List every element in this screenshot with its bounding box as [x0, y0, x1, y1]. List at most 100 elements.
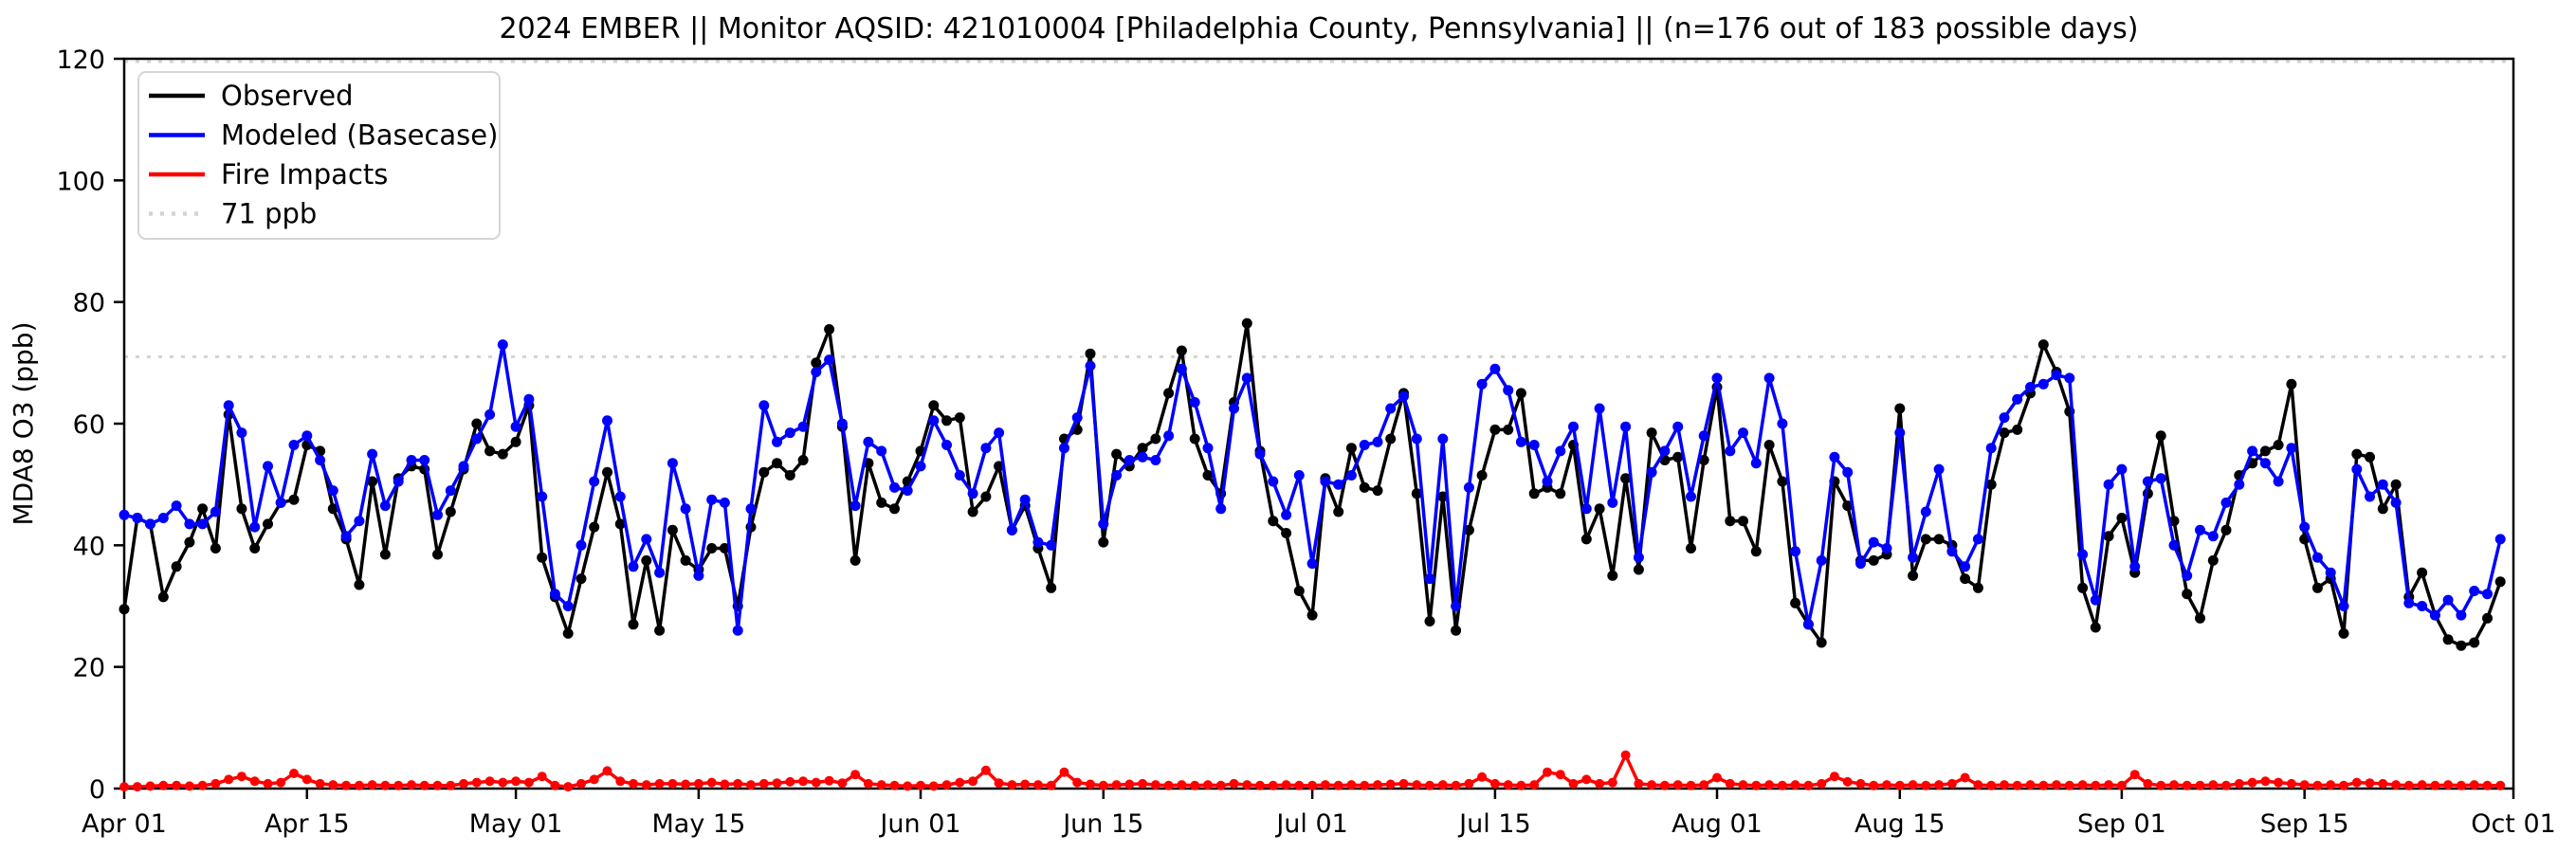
series-modeled-basecase-marker — [497, 339, 508, 351]
series-observed-marker — [432, 549, 443, 560]
x-tick-label: Sep 01 — [2077, 809, 2166, 839]
series-modeled-basecase-marker — [445, 485, 456, 497]
series-observed-marker — [1189, 433, 1200, 445]
series-observed-marker — [367, 476, 378, 487]
series-modeled-basecase-marker — [1672, 421, 1684, 432]
y-tick-label: 60 — [73, 410, 105, 440]
series-fire-impacts-marker — [589, 774, 599, 785]
series-modeled-basecase-marker — [745, 503, 757, 515]
series-modeled-basecase-marker — [1137, 451, 1148, 463]
series-observed-marker — [327, 503, 338, 515]
series-modeled-basecase-marker — [1555, 445, 1566, 457]
series-fire-impacts-marker — [876, 780, 886, 790]
series-modeled-basecase-marker — [1098, 518, 1109, 530]
series-modeled-basecase-marker — [1320, 476, 1331, 487]
series-modeled-basecase-marker — [1411, 433, 1422, 445]
series-observed-marker — [2207, 554, 2219, 566]
series-fire-impacts-marker — [1751, 780, 1762, 790]
series-fire-impacts-marker — [2443, 780, 2454, 790]
series-fire-impacts-marker — [733, 778, 743, 789]
series-observed-marker — [1816, 637, 1827, 648]
series-modeled-basecase-marker — [2195, 524, 2205, 535]
series-fire-impacts-marker — [224, 774, 234, 785]
series-modeled-basecase-marker — [1189, 397, 1200, 408]
series-modeled-basecase-marker — [1985, 443, 1997, 454]
series-fire-impacts-marker — [928, 781, 939, 791]
series-modeled-basecase-marker — [2116, 463, 2128, 475]
series-modeled-basecase-marker — [1738, 427, 1748, 439]
series-fire-impacts-marker — [1568, 778, 1579, 789]
series-modeled-basecase-marker — [1398, 390, 1409, 402]
series-fire-impacts-marker — [1124, 779, 1135, 789]
series-fire-impacts-marker — [1790, 780, 1800, 790]
series-observed-marker — [484, 445, 496, 457]
series-fire-impacts-marker — [837, 778, 848, 789]
series-modeled-basecase-marker — [1385, 403, 1397, 414]
series-modeled-basecase-marker — [641, 534, 652, 545]
series-observed-marker — [954, 412, 965, 424]
series-observed-marker — [236, 503, 247, 515]
series-fire-impacts-marker — [197, 780, 208, 790]
series-observed-marker — [706, 543, 718, 554]
series-modeled-basecase-marker — [980, 443, 992, 454]
series-modeled-basecase-marker — [484, 408, 496, 420]
series-fire-impacts-marker — [1190, 780, 1200, 790]
series-observed-marker — [1333, 506, 1344, 517]
series-fire-impacts-marker — [1699, 780, 1709, 790]
series-modeled-basecase-marker — [1515, 436, 1526, 447]
series-modeled-basecase-marker — [1503, 385, 1514, 396]
series-fire-impacts-marker — [2169, 780, 2179, 790]
series-fire-impacts-marker — [289, 769, 299, 778]
series-fire-impacts-marker — [2064, 780, 2074, 790]
series-fire-impacts-marker — [2312, 780, 2323, 790]
series-fire-impacts-marker — [941, 780, 952, 790]
series-fire-impacts-marker — [772, 778, 782, 789]
series-observed-marker — [1999, 427, 2010, 439]
series-modeled-basecase-marker — [1542, 476, 1553, 487]
series-fire-impacts-marker — [1307, 780, 1318, 790]
series-fire-impacts-marker — [2274, 777, 2284, 788]
series-observed-marker — [1528, 488, 1540, 499]
series-fire-impacts-marker — [511, 776, 521, 787]
series-modeled-basecase-marker — [1868, 536, 1879, 548]
series-fire-impacts-marker — [419, 780, 429, 790]
series-observed-marker — [1306, 609, 1318, 621]
x-tick-label: May 15 — [652, 809, 746, 839]
series-fire-impacts-marker — [2234, 778, 2244, 789]
series-fire-impacts-marker — [1242, 780, 1252, 790]
series-modeled-basecase-marker — [1763, 372, 1775, 384]
series-fire-impacts-marker — [1672, 780, 1683, 790]
x-tick-label: Apr 15 — [265, 809, 350, 839]
series-modeled-basecase-marker — [928, 415, 940, 426]
series-modeled-basecase-marker — [406, 455, 417, 465]
series-modeled-basecase-marker — [2220, 497, 2232, 508]
series-fire-impacts-marker — [210, 778, 221, 789]
series-modeled-basecase-marker — [758, 400, 770, 411]
series-modeled-basecase-marker — [1359, 440, 1370, 450]
series-observed-marker — [850, 554, 861, 566]
series-observed-marker — [1515, 388, 1526, 399]
series-observed-marker — [1842, 500, 1854, 512]
series-fire-impacts-marker — [1634, 778, 1644, 789]
series-modeled-basecase-marker — [2037, 378, 2049, 390]
series-fire-impacts-marker — [1777, 780, 1787, 790]
series-fire-impacts-marker — [681, 779, 691, 789]
series-observed-marker — [1725, 516, 1736, 527]
series-fire-impacts-marker — [1464, 778, 1474, 789]
series-fire-impacts-marker — [1150, 780, 1160, 790]
series-fire-impacts-marker — [1098, 780, 1108, 790]
series-modeled-basecase-marker — [562, 601, 574, 611]
series-modeled-basecase-marker — [2403, 597, 2415, 608]
series-modeled-basecase-marker — [171, 500, 182, 512]
series-fire-impacts-marker — [328, 780, 338, 790]
series-observed-marker — [602, 466, 612, 478]
series-modeled-basecase-marker — [2259, 458, 2271, 469]
series-fire-impacts-marker — [484, 776, 495, 787]
series-fire-impacts-marker — [811, 777, 821, 788]
y-axis-label: MDA8 O3 (ppb) — [8, 321, 39, 525]
series-observed-marker — [1777, 476, 1788, 487]
series-modeled-basecase-marker — [2168, 539, 2180, 551]
series-fire-impacts-marker — [1046, 780, 1056, 790]
series-observed-marker — [510, 436, 521, 447]
series-fire-impacts-marker — [2378, 778, 2388, 789]
